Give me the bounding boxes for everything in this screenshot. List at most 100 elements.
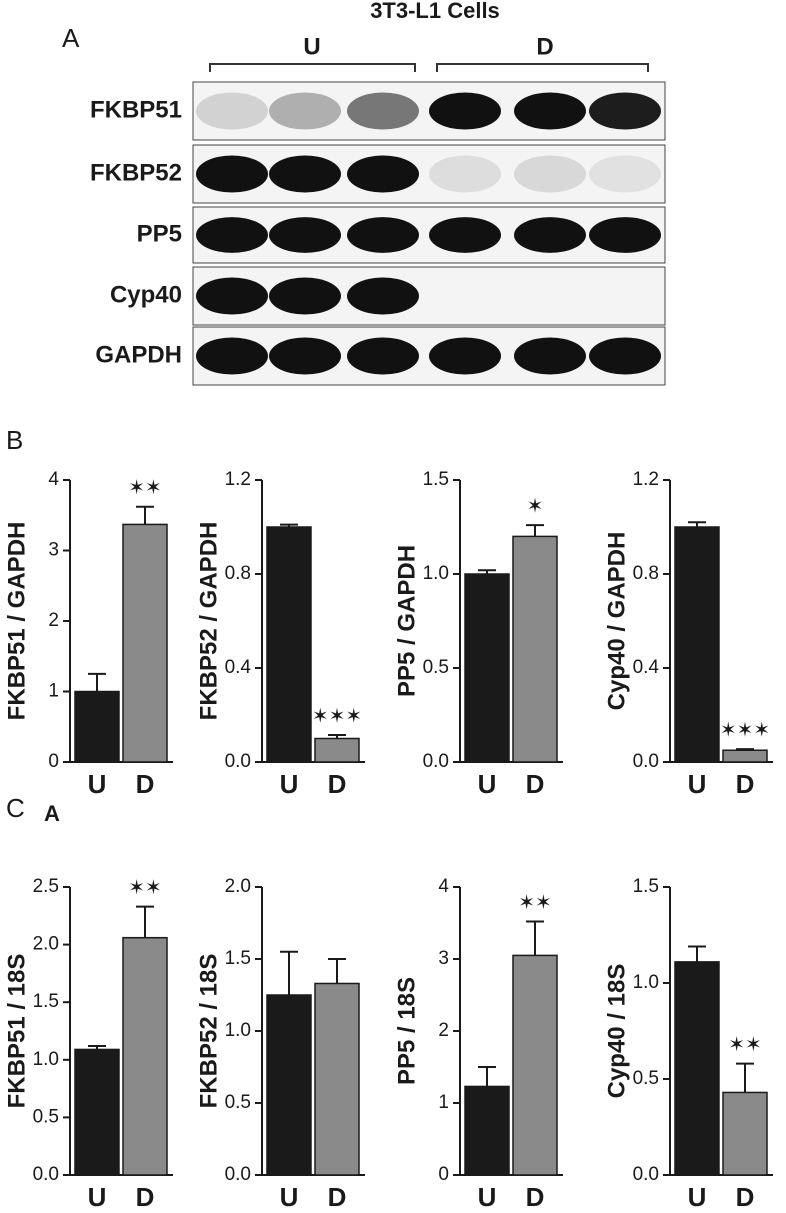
y-tick-label: 0.0: [33, 1164, 59, 1185]
y-tick-label: 2: [48, 610, 59, 631]
y-tick-label: 0.5: [225, 1092, 251, 1113]
bar: [314, 737, 360, 763]
blot-band: [196, 155, 268, 193]
blot-row-label: GAPDH: [95, 341, 182, 368]
error-bar: [688, 945, 706, 962]
y-tick-label: 0.0: [423, 751, 449, 772]
bar: [314, 982, 360, 1176]
bar: [722, 1091, 768, 1176]
blot-band: [196, 277, 268, 315]
x-tick-label: U: [280, 1182, 299, 1212]
error-bar: [88, 1044, 106, 1050]
blot-band: [269, 217, 341, 253]
group-label: D: [536, 33, 553, 60]
blot-band: [347, 277, 419, 315]
significance: ✶✶: [128, 477, 162, 499]
error-bar: [136, 905, 154, 938]
blot-band: [429, 155, 501, 193]
y-tick-label: 1.0: [33, 1049, 59, 1070]
bar: [722, 749, 768, 763]
bar: [266, 994, 312, 1176]
y-tick-label: 1.2: [225, 469, 251, 490]
blot-band: [589, 217, 661, 253]
y-tick-label: 0.5: [423, 657, 449, 678]
x-tick-label: D: [526, 769, 545, 799]
y-axis-label: FKBP52 / GAPDH: [195, 522, 222, 721]
blot-band: [196, 337, 268, 375]
error-bar: [136, 505, 154, 525]
y-axis-label: PP5 / GAPDH: [393, 545, 420, 697]
blot-band: [269, 337, 341, 375]
y-tick-label: 3: [48, 540, 59, 561]
y-tick-label: 0.0: [225, 751, 251, 772]
y-tick-label: 1.0: [633, 972, 659, 993]
x-tick-label: D: [736, 1182, 755, 1212]
y-tick-label: 2.0: [225, 876, 251, 897]
y-axis-label: FKBP51 / 18S: [3, 954, 30, 1109]
blot-band: [589, 92, 661, 130]
y-tick-label: 4: [438, 876, 449, 897]
blot-band: [269, 155, 341, 193]
y-axis-label: Cyp40 / 18S: [603, 964, 630, 1099]
blot-band: [269, 277, 341, 315]
y-axis-label: Cyp40 / GAPDH: [603, 532, 630, 711]
error-bar: [280, 523, 298, 527]
x-tick-label: D: [328, 769, 347, 799]
y-tick-label: 1: [438, 1092, 449, 1113]
significance: ✶: [527, 495, 544, 517]
y-axis-label: FKBP52 / 18S: [195, 954, 222, 1109]
y-tick-label: 3: [438, 948, 449, 969]
x-tick-label: U: [688, 769, 707, 799]
blot-band: [514, 337, 586, 375]
blot-band: [347, 155, 419, 193]
y-tick-label: 0.0: [633, 1164, 659, 1185]
bar: [674, 526, 720, 763]
significance: ✶✶✶: [312, 705, 362, 727]
y-tick-label: 0.5: [633, 1068, 659, 1089]
x-tick-label: D: [736, 769, 755, 799]
bar: [512, 954, 558, 1176]
x-tick-label: D: [136, 769, 155, 799]
y-tick-label: 2: [438, 1020, 449, 1041]
bar: [512, 535, 558, 763]
y-tick-label: 1.5: [423, 469, 449, 490]
blot-band: [269, 92, 341, 130]
y-axis-label: PP5 / 18S: [393, 977, 420, 1085]
blot-title: 3T3-L1 Cells: [370, 0, 500, 23]
y-tick-label: 4: [48, 469, 59, 490]
blot-band: [429, 337, 501, 375]
bar: [74, 690, 120, 763]
y-tick-label: 0.8: [225, 563, 251, 584]
error-bar: [526, 920, 544, 956]
y-tick-label: 1.0: [225, 1020, 251, 1041]
blot-band: [514, 92, 586, 130]
error-bar: [478, 1066, 496, 1087]
x-tick-label: U: [688, 1182, 707, 1212]
x-tick-label: D: [526, 1182, 545, 1212]
bar: [122, 936, 168, 1176]
y-tick-label: 0.4: [633, 657, 660, 678]
significance: ✶✶✶: [720, 719, 770, 741]
blot-band: [196, 217, 268, 253]
blot-band: [429, 217, 501, 253]
x-tick-label: U: [478, 769, 497, 799]
error-bar: [736, 748, 754, 751]
y-tick-label: 0.4: [225, 657, 252, 678]
significance: ✶✶: [728, 1034, 762, 1056]
x-tick-label: U: [88, 769, 107, 799]
panel-label: C: [6, 793, 25, 823]
blot-band: [429, 92, 501, 130]
blot-band: [347, 92, 419, 130]
bar: [464, 573, 510, 763]
x-tick-label: D: [136, 1182, 155, 1212]
panel-sublabel: A: [44, 801, 60, 826]
blot-row-label: PP5: [137, 220, 182, 247]
blot-row-label: FKBP51: [90, 96, 182, 123]
error-bar: [328, 733, 346, 739]
blot-row-label: Cyp40: [110, 281, 182, 308]
panel-label: B: [6, 425, 23, 455]
y-tick-label: 0: [48, 751, 59, 772]
error-bar: [526, 524, 544, 537]
bar: [266, 526, 312, 763]
